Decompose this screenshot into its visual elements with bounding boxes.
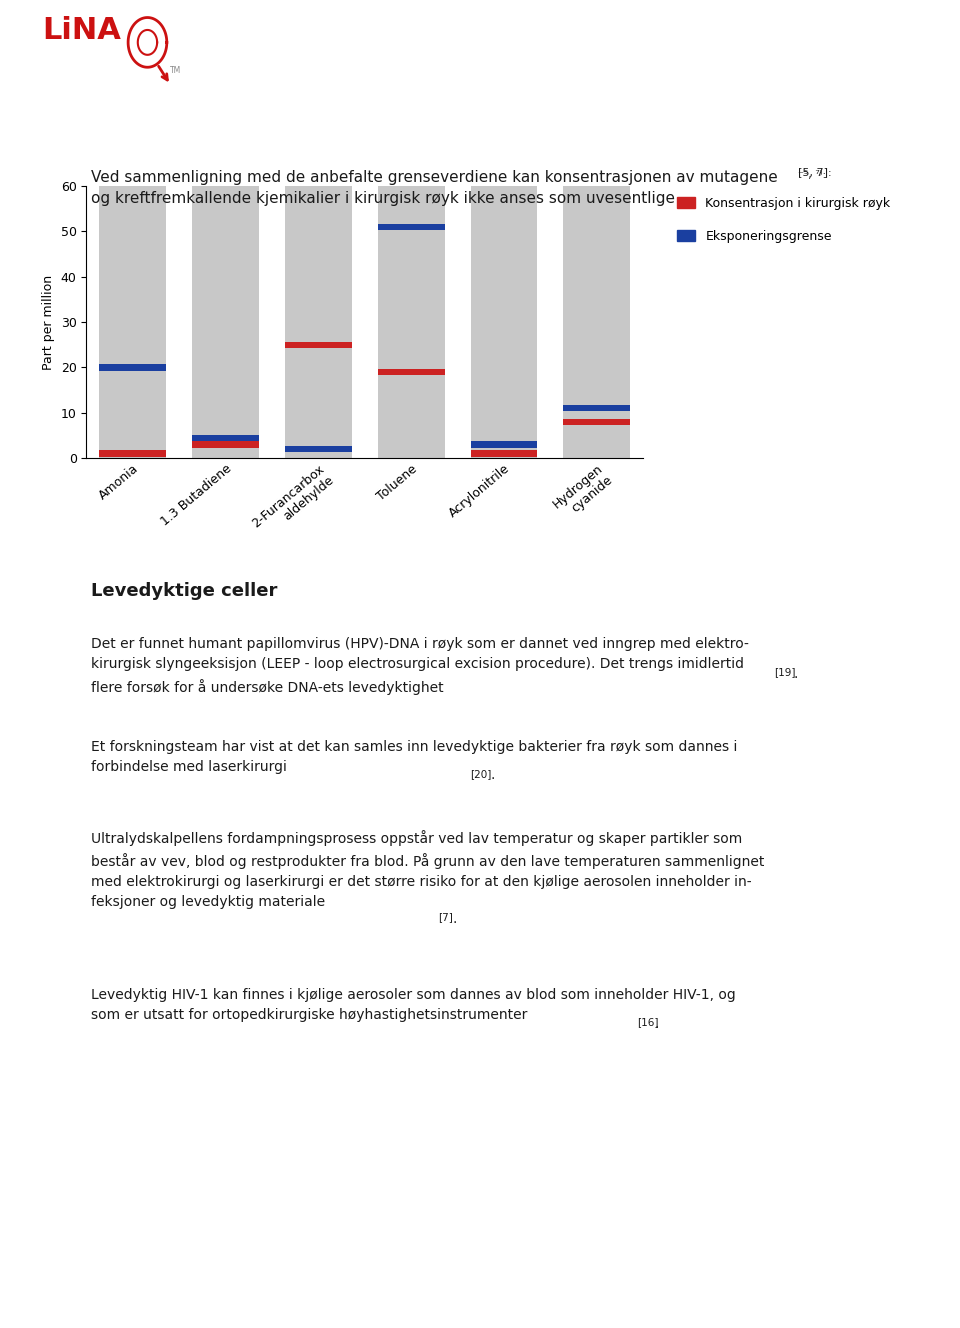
Bar	[470, 441, 538, 448]
Bar	[192, 434, 259, 441]
Text: Levedyktig HIV-1 kan finnes i kjølige aerosoler som dannes av blod som inneholde: Levedyktig HIV-1 kan finnes i kjølige ae…	[91, 988, 736, 1023]
Bar	[100, 364, 166, 371]
Text: Ved sammenligning med de anbefalte grenseverdiene kan konsentrasjonen av mutagen: Ved sammenligning med de anbefalte grens…	[91, 170, 778, 206]
Bar	[564, 186, 630, 458]
Bar	[285, 341, 351, 348]
Text: .: .	[452, 911, 457, 926]
Bar	[378, 223, 444, 230]
Text: Levedyktige celler: Levedyktige celler	[91, 582, 277, 600]
Legend: Konsentrasjon i kirurgisk røyk, Eksponeringsgrense: Konsentrasjon i kirurgisk røyk, Eksponer…	[672, 193, 896, 248]
Bar	[285, 186, 351, 458]
Text: [5, 7]:: [5, 7]:	[798, 166, 831, 177]
Text: [16]: [16]	[637, 1017, 659, 1028]
Text: LiNA: LiNA	[42, 16, 121, 45]
Bar	[564, 405, 630, 412]
Bar	[470, 186, 538, 458]
Bar	[100, 186, 166, 458]
Text: .: .	[655, 1017, 660, 1031]
Bar	[564, 418, 630, 425]
Text: [20]: [20]	[470, 769, 492, 780]
Bar	[470, 450, 538, 457]
Bar	[192, 441, 259, 448]
Text: Et forskningsteam har vist at det kan samles inn levedyktige bakterier fra røyk : Et forskningsteam har vist at det kan sa…	[91, 740, 737, 774]
Bar	[100, 450, 166, 457]
Text: side 7: side 7	[883, 1304, 921, 1317]
Text: Ultralydskalpellens fordampningsprosess oppstår ved lav temperatur og skaper par: Ultralydskalpellens fordampningsprosess …	[91, 830, 764, 910]
Bar	[285, 446, 351, 453]
Bar	[378, 186, 444, 458]
Y-axis label: Part per million: Part per million	[42, 275, 55, 369]
Text: ⁻⁵, ⁷⁾:: ⁻⁵, ⁷⁾:	[798, 170, 826, 181]
Bar	[192, 186, 259, 458]
Text: Det er funnet humant papillomvirus (HPV)-DNA i røyk som er dannet ved inngrep me: Det er funnet humant papillomvirus (HPV)…	[91, 637, 749, 695]
Bar	[378, 369, 444, 374]
Text: .: .	[794, 667, 799, 681]
Text: [7]: [7]	[438, 912, 452, 923]
Text: TM: TM	[170, 66, 181, 74]
Text: .: .	[491, 768, 495, 782]
Text: [19]: [19]	[774, 667, 795, 677]
